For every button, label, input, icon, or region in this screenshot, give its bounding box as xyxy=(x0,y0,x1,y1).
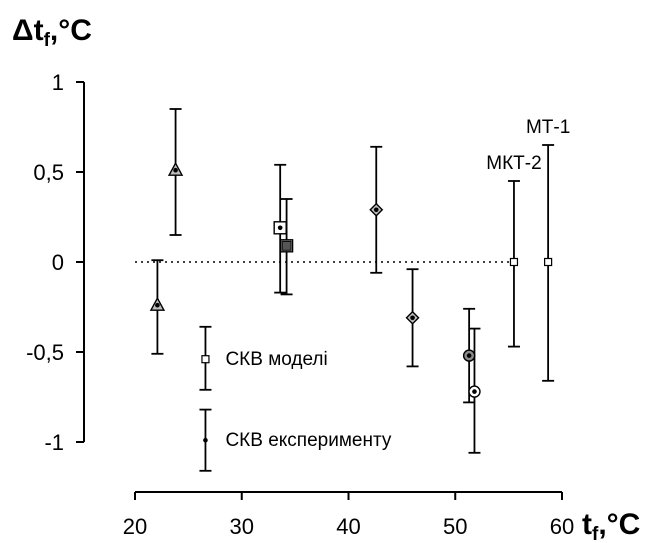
y-tick-label: -0,5 xyxy=(26,340,64,365)
markers-group xyxy=(149,161,553,398)
legend: СКВ моделі СКВ експерименту xyxy=(199,325,392,472)
y-axis-title: Δtf,°C xyxy=(12,14,92,51)
y-axis: -1 -0,5 0 0,5 1 xyxy=(26,70,85,455)
x-tick-label: 60 xyxy=(550,514,574,539)
legend-marker xyxy=(203,437,208,443)
data-point-marker xyxy=(277,225,283,231)
point-label: МКТ-2 xyxy=(486,153,541,174)
y-axis-title-unit: ,°C xyxy=(50,14,92,47)
x-ticks: 20 30 40 50 60 xyxy=(123,492,574,539)
data-point-marker xyxy=(281,240,292,251)
x-tick-label: 50 xyxy=(443,514,467,539)
legend-marker xyxy=(201,355,210,364)
data-point-marker xyxy=(466,353,472,358)
annotations-group: МКТ-2 МТ-1 xyxy=(486,117,570,174)
y-axis-title-main: Δt xyxy=(12,14,44,47)
x-axis-title-unit: ,°C xyxy=(598,508,640,541)
x-tick-label: 40 xyxy=(336,514,360,539)
y-tick-label: 0,5 xyxy=(33,160,64,185)
x-axis-title-sub: f xyxy=(592,524,599,543)
y-tick-label: 0 xyxy=(52,250,64,275)
x-tick-label: 20 xyxy=(123,514,147,539)
x-axis-title-main: t xyxy=(582,508,592,541)
legend-label: СКВ моделі xyxy=(225,349,327,370)
data-point-marker xyxy=(373,207,379,213)
x-axis-title: tf,°C xyxy=(582,508,640,543)
legend-label: СКВ експерименту xyxy=(225,430,391,451)
data-point-marker xyxy=(472,389,477,394)
x-tick-label: 30 xyxy=(230,514,254,539)
y-tick-label: 1 xyxy=(52,70,64,95)
data-point-marker xyxy=(509,257,519,267)
x-axis: 20 30 40 50 60 xyxy=(123,491,574,539)
data-point-marker xyxy=(173,167,178,173)
data-point-marker xyxy=(155,302,160,308)
point-label: МТ-1 xyxy=(526,117,570,138)
y-ticks: -1 -0,5 0 0,5 1 xyxy=(26,70,84,455)
y-tick-label: -1 xyxy=(44,430,64,455)
data-point-marker xyxy=(410,315,415,321)
data-point-marker xyxy=(544,257,553,267)
y-axis-title-sub: f xyxy=(44,30,51,51)
